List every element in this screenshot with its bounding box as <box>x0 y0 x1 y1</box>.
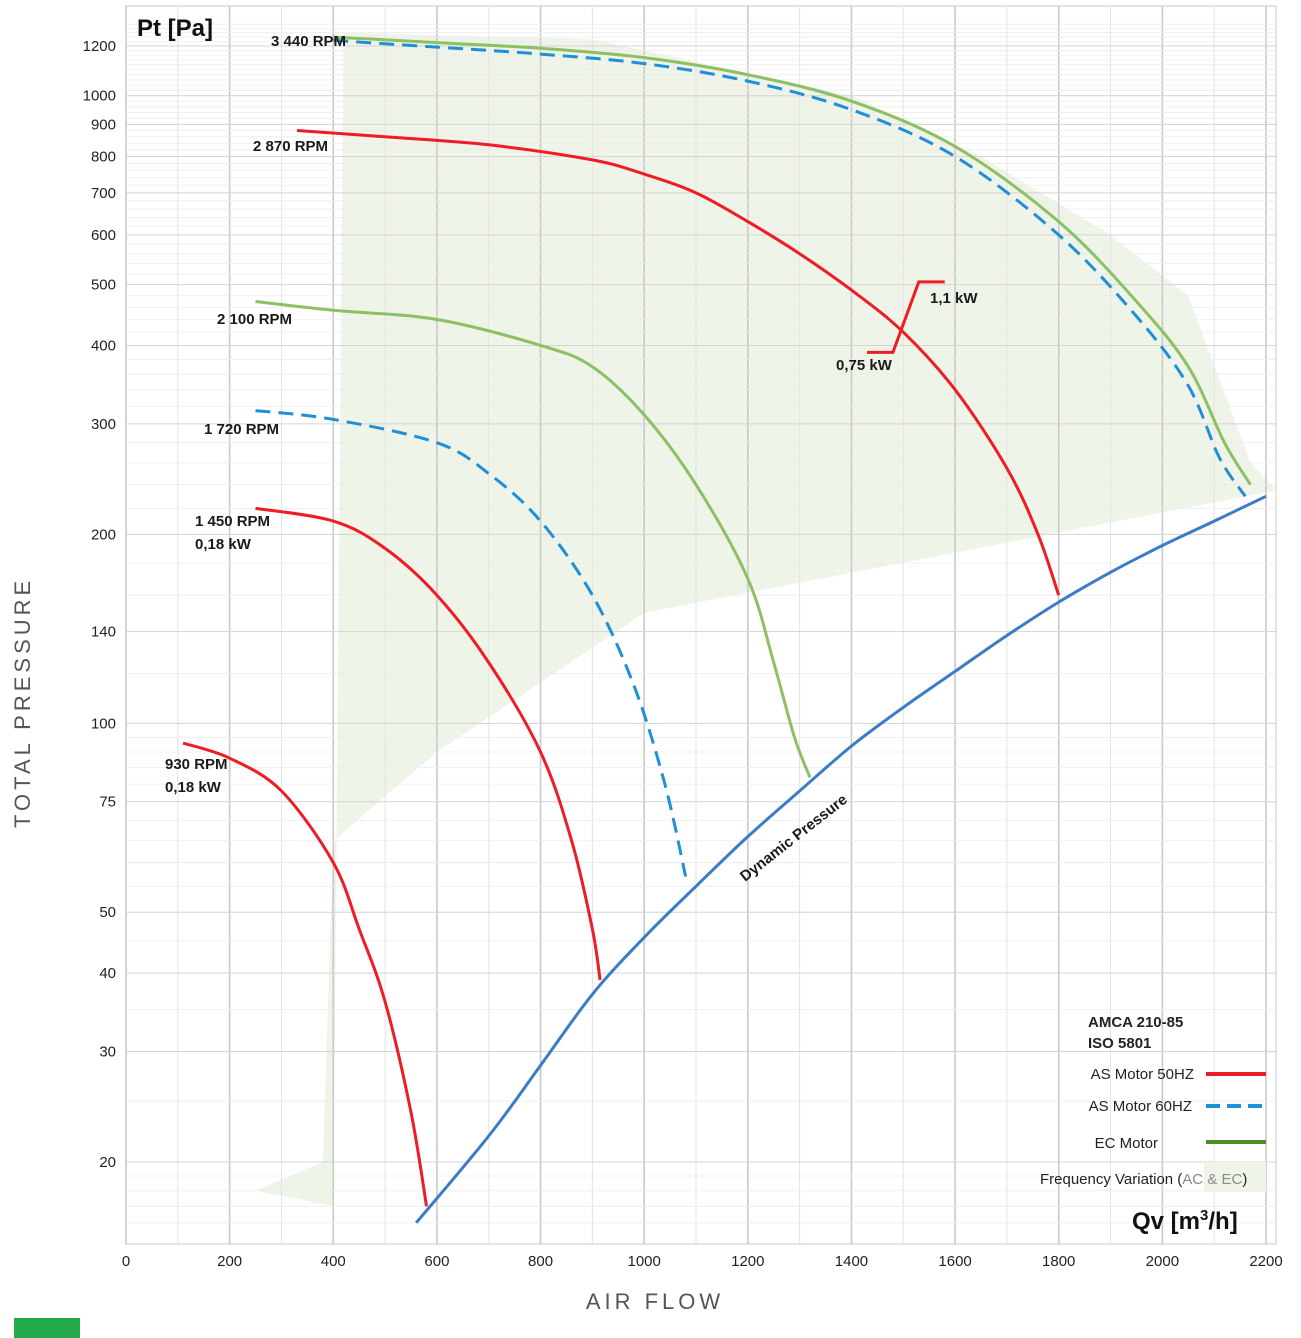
x-axis-title: AIR FLOW <box>586 1289 724 1314</box>
x-tick-label: 1000 <box>627 1253 660 1270</box>
y-tick-label: 700 <box>91 185 116 202</box>
x-tick-label: 1400 <box>835 1253 868 1270</box>
x-tick-label: 200 <box>217 1253 242 1270</box>
y-tick-label: 50 <box>99 904 116 921</box>
legend-as50-label: AS Motor 50HZ <box>1091 1066 1194 1083</box>
grid <box>125 6 1276 1244</box>
curve-1-720-rpm-as60 <box>255 409 688 877</box>
x-tick-label: 2200 <box>1249 1253 1282 1270</box>
y-tick-label: 20 <box>99 1154 116 1171</box>
x-tick-label: 1800 <box>1042 1253 1075 1270</box>
label-2870-rpm: 2 870 RPM <box>253 138 328 155</box>
label-930-rpm: 930 RPM <box>165 756 228 773</box>
y-axis-title: TOTAL PRESSURE <box>10 577 35 828</box>
x-tick-label: 1600 <box>938 1253 971 1270</box>
y-tick-label: 40 <box>99 965 116 982</box>
y-tick-label: 400 <box>91 337 116 354</box>
legend-standard-1: AMCA 210-85 <box>1088 1014 1183 1031</box>
label-930-power: 0,18 kW <box>165 779 222 796</box>
x-tick-label: 800 <box>528 1253 553 1270</box>
y-tick-label: 500 <box>91 277 116 294</box>
curve-3-440-rpm-ec <box>333 35 1252 486</box>
y-unit-label: Pt [Pa] <box>137 15 213 42</box>
label-3440-rpm: 3 440 RPM <box>271 33 346 50</box>
y-tick-label: 300 <box>91 416 116 433</box>
y-tick-label: 200 <box>91 526 116 543</box>
legend-frequency-swatch <box>1204 1162 1266 1192</box>
x-axis-tick-labels: 0 200 400 600 800 1000 1200 1400 1600 1800 2000 220… <box>122 1253 1283 1270</box>
label-1450-rpm: 1 450 RPM <box>195 513 270 530</box>
y-tick-label: 600 <box>91 227 116 244</box>
curve-1-450-rpm-as50 <box>255 506 602 981</box>
x-unit-label: Qv [m3/h] <box>1132 1207 1238 1235</box>
x-tick-label: 0 <box>122 1253 130 1270</box>
legend-ec-label: EC Motor <box>1095 1135 1158 1152</box>
y-tick-label: 800 <box>91 149 116 166</box>
y-axis-tick-labels: 20 30 40 50 75 100 140 200 300 400 500 600 700 800 900… <box>83 38 116 1171</box>
label-11-kw: 1,1 kW <box>930 290 978 307</box>
brand-color-block <box>14 1318 80 1338</box>
legend-standard-2: ISO 5801 <box>1088 1035 1151 1052</box>
curve-930-rpm-as50 <box>182 741 428 1207</box>
curve-3-440-rpm-as60 <box>333 38 1247 498</box>
y-tick-label: 900 <box>91 116 116 133</box>
label-1720-rpm: 1 720 RPM <box>204 421 279 438</box>
legend-frequency-label: Frequency Variation (AC & EC) <box>1040 1171 1247 1188</box>
performance-curves <box>182 35 1267 1224</box>
curve-2-870-rpm-as50 <box>296 129 1061 596</box>
legend-as60-label: AS Motor 60HZ <box>1089 1098 1192 1115</box>
x-tick-label: 1200 <box>731 1253 764 1270</box>
y-tick-label: 75 <box>99 794 116 811</box>
y-tick-label: 100 <box>91 715 116 732</box>
label-1450-power: 0,18 kW <box>195 536 252 553</box>
legend: AMCA 210-85 ISO 5801 AS Motor 50HZ AS Mo… <box>1040 1014 1266 1192</box>
x-tick-label: 600 <box>424 1253 449 1270</box>
x-tick-label: 400 <box>321 1253 346 1270</box>
label-075-kw: 0,75 kW <box>836 357 893 374</box>
curve-dynamic-pressure-dynamic <box>415 494 1267 1224</box>
y-tick-label: 1200 <box>83 38 116 55</box>
power-step-marker <box>867 280 945 354</box>
curve-2-100-rpm-ec <box>255 300 812 778</box>
x-tick-label: 2000 <box>1146 1253 1179 1270</box>
y-tick-label: 30 <box>99 1043 116 1060</box>
frequency-variation-region <box>255 32 1277 1207</box>
label-2100-rpm: 2 100 RPM <box>217 311 292 328</box>
frequency-region-area <box>255 32 1277 1207</box>
y-tick-label: 1000 <box>83 88 116 105</box>
y-tick-label: 140 <box>91 624 116 641</box>
